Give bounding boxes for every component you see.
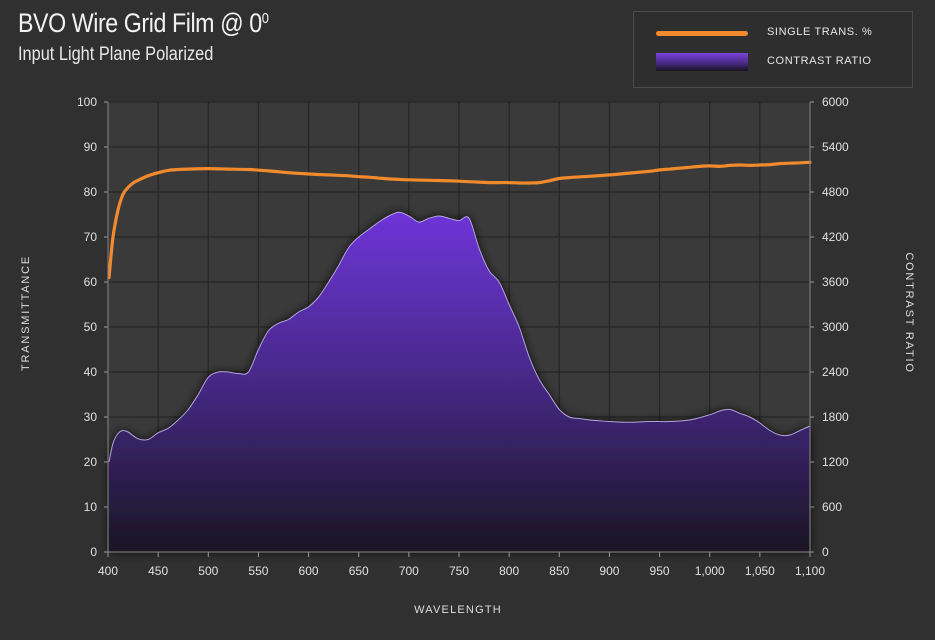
- y-tick-label-left: 100: [77, 95, 97, 109]
- x-tick-label: 550: [248, 564, 268, 578]
- x-tick-label: 800: [499, 564, 519, 578]
- x-tick-label: 1,100: [795, 564, 825, 578]
- x-tick-label: 850: [549, 564, 569, 578]
- y-tick-label-right: 1800: [822, 410, 849, 424]
- x-tick-label: 650: [349, 564, 369, 578]
- contrast-ratio-area: [109, 212, 810, 553]
- legend-swatch-line: [656, 31, 748, 36]
- contrast-ratio-edge: [108, 211, 811, 463]
- x-tick-label: 700: [399, 564, 419, 578]
- x-tick-label: 750: [449, 564, 469, 578]
- legend: SINGLE TRANS. % CONTRAST RATIO: [633, 11, 913, 88]
- y-tick-label-right: 4800: [822, 185, 849, 199]
- y-tick-label-right: 1200: [822, 455, 849, 469]
- y-tick-label-left: 20: [84, 455, 98, 469]
- legend-label-single-trans: SINGLE TRANS. %: [767, 26, 873, 38]
- x-tick-label: 500: [198, 564, 218, 578]
- y-tick-label-right: 600: [822, 500, 842, 514]
- y-tick-label-left: 80: [84, 185, 98, 199]
- y-tick-label-right: 3600: [822, 275, 849, 289]
- x-tick-label: 1,000: [695, 564, 725, 578]
- legend-swatch-area: [656, 53, 748, 71]
- chart-subtitle: Input Light Plane Polarized: [18, 44, 214, 65]
- y-tick-label-right: 0: [822, 545, 829, 559]
- y-tick-label-right: 5400: [822, 140, 849, 154]
- x-tick-label: 400: [98, 564, 118, 578]
- single-trans-line: [107, 160, 812, 280]
- y-tick-label-left: 30: [84, 410, 98, 424]
- transmittance-line-layer: [107, 160, 812, 280]
- x-tick-label: 950: [650, 564, 670, 578]
- y-axis-title-right: CONTRAST RATIO: [903, 252, 915, 374]
- contrast-area-layer: [108, 211, 811, 553]
- y-tick-label-left: 50: [84, 320, 98, 334]
- y-tick-label-left: 70: [84, 230, 98, 244]
- y-tick-label-right: 6000: [822, 95, 849, 109]
- x-tick-label: 900: [599, 564, 619, 578]
- x-tick-label: 1,050: [745, 564, 775, 578]
- y-tick-label-right: 2400: [822, 365, 849, 379]
- x-axis-title: WAVELENGTH: [414, 604, 502, 616]
- legend-label-contrast-ratio: CONTRAST RATIO: [767, 55, 872, 67]
- x-tick-label: 600: [299, 564, 319, 578]
- axes: 400 450 500 550 600 650 700 750 800 850 900 950 1,00…: [77, 95, 849, 578]
- chart-title: BVO Wire Grid Film @ 00: [18, 8, 269, 38]
- x-tick-label: 450: [148, 564, 168, 578]
- y-tick-label-left: 10: [84, 500, 98, 514]
- title-superscript: 0: [261, 10, 269, 27]
- y-tick-label-left: 0: [90, 545, 97, 559]
- y-tick-label-left: 60: [84, 275, 98, 289]
- y-tick-label-right: 4200: [822, 230, 849, 244]
- y-tick-label-right: 3000: [822, 320, 849, 334]
- legend-item-contrast-ratio: CONTRAST RATIO: [634, 53, 912, 73]
- y-tick-label-left: 90: [84, 140, 98, 154]
- legend-item-single-trans: SINGLE TRANS. %: [634, 24, 912, 44]
- y-tick-label-left: 40: [84, 365, 98, 379]
- y-axis-title-left: TRANSMITTANCE: [20, 254, 32, 372]
